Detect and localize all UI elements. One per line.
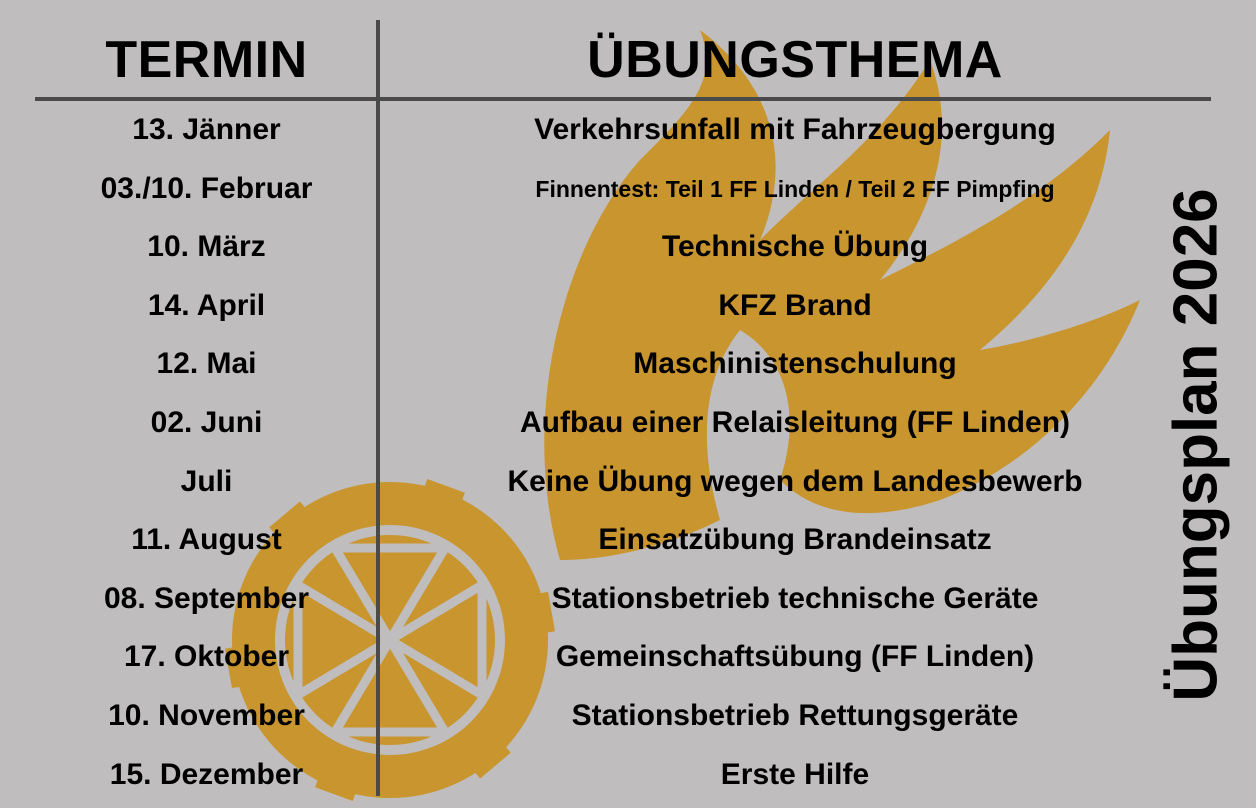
row-date: 14. April — [147, 288, 266, 322]
table-row: 02. Juni Aufbau einer Relaisleitung (FF L… — [35, 394, 1211, 453]
row-topic: Keine Übung wegen dem Landesbewerb — [507, 464, 1083, 498]
table-row: 17. Oktober Gemeinschaftsübung (FF Linden… — [35, 628, 1211, 687]
row-date: 12. Mai — [156, 347, 257, 381]
table-row: 11. August Einsatzübung Brandeinsatz — [35, 511, 1211, 570]
table-row: 08. September Stationsbetrieb technische … — [35, 570, 1211, 629]
row-topic: Verkehrsunfall mit Fahrzeugbergung — [534, 113, 1056, 146]
row-date: 02. Juni — [150, 405, 263, 439]
row-date: 08. September — [103, 581, 310, 615]
row-topic: Einsatzübung Brandeinsatz — [598, 523, 992, 557]
side-title: Übungsplan 2026 — [1161, 188, 1231, 702]
gear-icon — [225, 479, 555, 801]
table-row: 10. November Stationsbetrieb Rettungsgerä… — [35, 687, 1211, 746]
row-date: 11. August — [131, 523, 282, 557]
row-date: 10. März — [147, 230, 266, 264]
header-uebungsthema: ÜBUNGSTHEMA — [587, 31, 1003, 89]
row-topic: KFZ Brand — [718, 288, 872, 322]
row-topic: Finnentest: Teil 1 FF Linden / Teil 2 FF… — [535, 175, 1055, 202]
row-date: 13. Jänner — [132, 113, 281, 146]
row-topic: Erste Hilfe — [720, 757, 870, 791]
row-topic: Gemeinschaftsübung (FF Linden) — [555, 640, 1035, 674]
table-row: 12. Mai Maschinistenschulung — [35, 335, 1211, 394]
row-topic: Technische Übung — [661, 230, 929, 264]
row-date: Juli — [180, 464, 233, 498]
table-row: 14. April KFZ Brand — [35, 277, 1211, 336]
row-topic: Aufbau einer Relaisleitung (FF Linden) — [519, 405, 1071, 439]
table-row: 15. Dezember Erste Hilfe — [35, 746, 1211, 805]
row-topic: Maschinistenschulung — [633, 347, 957, 381]
table-row: 03./10. Februar Finnentest: Teil 1 FF Lin… — [35, 160, 1211, 219]
row-date: 10. November — [108, 698, 305, 732]
header-termin: TERMIN — [105, 31, 308, 89]
flame-icon — [544, 30, 1140, 560]
row-topic: Stationsbetrieb Rettungsgeräte — [571, 698, 1019, 732]
row-date: 15. Dezember — [109, 757, 304, 791]
schedule-table: 13. Jänner Verkehrsunfall mit Fahrzeugber… — [35, 101, 1211, 804]
header-divider — [35, 97, 1211, 101]
table-row: 13. Jänner Verkehrsunfall mit Fahrzeugber… — [35, 101, 1211, 160]
column-divider — [376, 20, 380, 796]
row-topic: Stationsbetrieb technische Geräte — [551, 581, 1039, 615]
row-date: 17. Oktober — [123, 640, 290, 674]
table-row: Juli Keine Übung wegen dem Landesbewerb — [35, 453, 1211, 512]
table-row: 10. März Technische Übung — [35, 218, 1211, 277]
row-date: 03./10. Februar — [100, 171, 313, 205]
